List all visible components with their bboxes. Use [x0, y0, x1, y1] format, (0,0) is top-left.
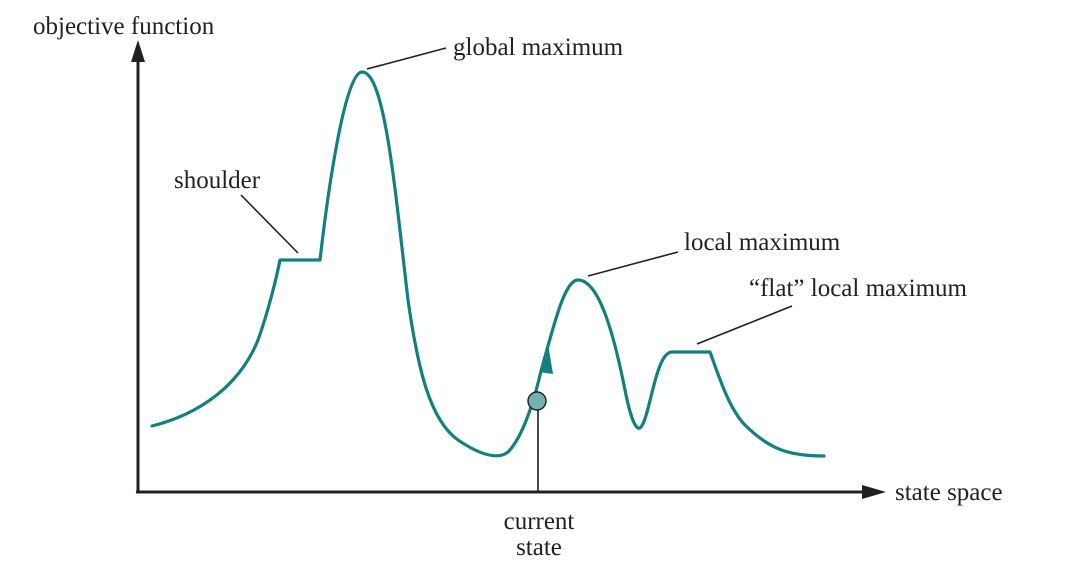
shoulder-leader [240, 194, 299, 254]
x-axis-label: state space [895, 479, 1003, 506]
current-state-label-line1: current [504, 508, 575, 535]
local-maximum-label: local maximum [684, 229, 841, 256]
current-state-label-line2: state [516, 534, 562, 561]
flat-local-maximum-leader [696, 305, 793, 345]
flat-local-maximum-label: “flat” local maximum [749, 275, 968, 302]
y-axis-label: objective function [33, 13, 215, 40]
y-axis-arrowhead [131, 40, 145, 62]
local-maximum-leader [587, 251, 679, 277]
global-maximum-leader [366, 47, 447, 70]
objective-curve [150, 70, 826, 458]
uphill-arrowhead [539, 344, 553, 374]
current-state-marker [527, 391, 547, 411]
shoulder-label: shoulder [174, 167, 261, 194]
global-maximum-label: global maximum [453, 34, 624, 61]
x-axis-arrowhead [862, 485, 886, 499]
